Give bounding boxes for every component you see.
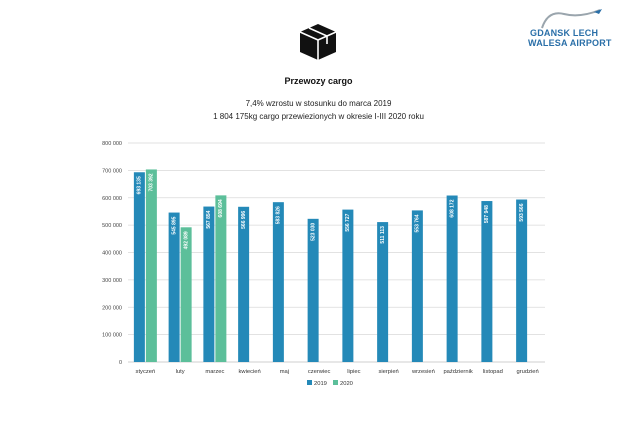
page-title: Przewozy cargo — [284, 76, 353, 86]
y-tick-label: 800 000 — [102, 141, 122, 147]
airport-logo: GDANSK LECH WALESA AIRPORT — [520, 8, 620, 48]
legend-label-2020: 2020 — [340, 381, 353, 387]
x-tick-label: styczeń — [136, 369, 156, 375]
data-label: 556 727 — [345, 213, 351, 231]
subtitle-growth: 7,4% wzrostu w stosunku do marca 2019 — [245, 99, 392, 108]
y-tick-label: 400 000 — [102, 251, 122, 257]
logo-swoosh-icon — [541, 9, 602, 29]
bar-2019 — [238, 206, 250, 362]
bar-2020 — [215, 195, 227, 362]
y-tick-label: 500 000 — [102, 223, 122, 229]
x-tick-label: sierpień — [378, 369, 398, 375]
data-label: 593 566 — [519, 203, 525, 221]
y-tick-label: 0 — [119, 360, 122, 366]
bar-2019 — [481, 201, 493, 362]
x-tick-label: luty — [176, 369, 185, 375]
bar-2019 — [342, 209, 354, 362]
bar-2019 — [203, 206, 215, 362]
y-tick-label: 600 000 — [102, 196, 122, 202]
data-label: 703 392 — [149, 173, 155, 191]
x-tick-label: lipiec — [347, 369, 360, 375]
logo-line2: WALESA AIRPORT — [528, 38, 612, 48]
subtitle-total: 1 804 175kg cargo przewiezionych w okres… — [213, 112, 424, 121]
data-label: 566 996 — [241, 211, 247, 229]
logo-line1: GDANSK LECH — [530, 28, 599, 38]
bar-2020 — [180, 227, 192, 362]
bar-2019 — [307, 218, 319, 362]
x-tick-label: grudzień — [517, 369, 539, 375]
data-label: 567 854 — [206, 210, 212, 228]
bar-2019 — [516, 199, 528, 362]
bar-2019 — [446, 195, 458, 362]
x-tick-label: listopad — [483, 369, 503, 375]
data-label: 693 135 — [137, 176, 143, 194]
x-tick-label: czerwiec — [308, 369, 331, 375]
legend-label-2019: 2019 — [314, 381, 327, 387]
y-tick-label: 700 000 — [102, 168, 122, 174]
x-tick-label: kwiecień — [239, 369, 261, 375]
x-tick-label: maj — [280, 369, 289, 375]
legend-swatch-2019 — [307, 380, 312, 385]
data-label: 608 172 — [449, 199, 455, 217]
data-label: 583 826 — [276, 206, 282, 224]
data-label: 492 089 — [183, 231, 189, 249]
data-label: 553 764 — [415, 214, 421, 232]
bar-2020 — [145, 169, 157, 362]
bar-2019 — [168, 212, 180, 362]
data-label: 608 694 — [218, 199, 224, 217]
data-label: 523 030 — [310, 223, 316, 241]
y-tick-label: 100 000 — [102, 333, 122, 339]
legend-swatch-2020 — [333, 380, 338, 385]
bar-2019 — [377, 222, 389, 362]
x-tick-label: marzec — [205, 369, 224, 375]
package-icon — [299, 24, 337, 60]
data-label: 511 113 — [380, 226, 386, 244]
data-label: 545 895 — [171, 216, 177, 234]
x-tick-label: październik — [443, 369, 472, 375]
bar-2019 — [272, 202, 284, 362]
bar-2019 — [411, 210, 423, 362]
data-label: 587 948 — [484, 205, 490, 223]
bar-2019 — [133, 172, 145, 362]
x-tick-label: wrzesień — [411, 369, 435, 375]
y-tick-label: 200 000 — [102, 305, 122, 311]
y-tick-label: 300 000 — [102, 278, 122, 284]
